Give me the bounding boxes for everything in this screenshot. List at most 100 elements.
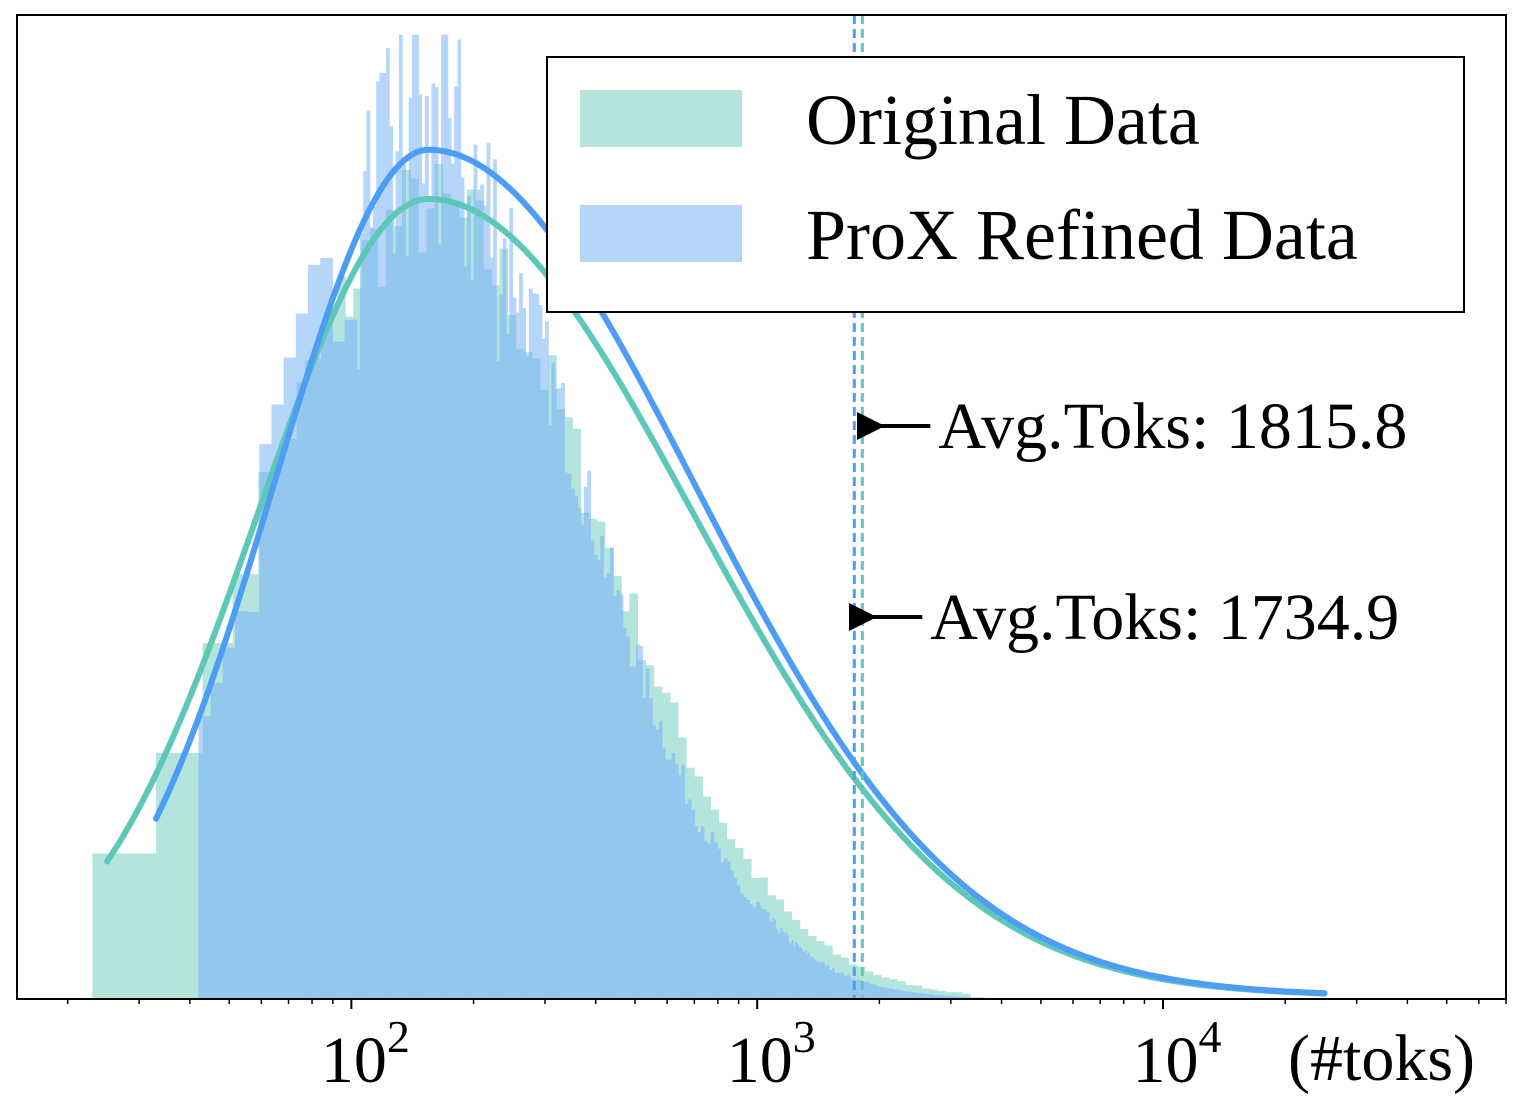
histogram-overlap bbox=[337, 341, 345, 999]
histogram-overlap bbox=[567, 473, 572, 999]
histogram-overlap bbox=[402, 169, 406, 999]
histogram-overlap bbox=[827, 965, 830, 999]
histogram-overlap bbox=[655, 729, 660, 999]
histogram-overlap bbox=[491, 285, 494, 999]
histogram-overlap bbox=[548, 425, 552, 999]
histogram-overlap bbox=[905, 991, 908, 999]
histogram-overlap bbox=[304, 360, 309, 999]
histogram-overlap bbox=[447, 193, 452, 999]
histogram-overlap bbox=[913, 992, 916, 999]
histogram-overlap bbox=[476, 200, 481, 999]
histogram-overlap bbox=[788, 942, 791, 999]
histogram-overlap bbox=[955, 996, 958, 999]
histogram-overlap bbox=[691, 809, 695, 999]
histogram-overlap bbox=[345, 319, 354, 1000]
histogram-overlap bbox=[258, 611, 260, 999]
histogram-overlap bbox=[480, 200, 484, 999]
histogram-overlap bbox=[545, 390, 549, 1000]
histogram-overlap bbox=[428, 208, 432, 999]
histogram-overlap bbox=[934, 995, 937, 999]
histogram-overlap bbox=[806, 953, 809, 999]
histogram-overlap bbox=[837, 972, 840, 999]
histogram-overlap bbox=[377, 287, 380, 999]
histogram-overlap bbox=[743, 896, 747, 999]
histogram-overlap bbox=[577, 508, 582, 999]
histogram-overlap bbox=[652, 725, 655, 999]
histogram-overlap bbox=[736, 884, 741, 999]
histogram-overlap bbox=[506, 334, 509, 1000]
histogram-overlap bbox=[941, 995, 944, 999]
histogram-overlap bbox=[872, 984, 875, 999]
legend-label-prox: ProX Refined Data bbox=[806, 195, 1358, 275]
histogram-overlap bbox=[946, 996, 949, 999]
histogram-overlap bbox=[866, 981, 869, 999]
histogram-overlap bbox=[222, 647, 234, 999]
histogram-overlap bbox=[558, 409, 562, 999]
histogram-overlap bbox=[312, 358, 321, 999]
histogram-overlap bbox=[717, 848, 720, 999]
histogram-overlap bbox=[915, 992, 918, 999]
histogram-overlap bbox=[234, 611, 248, 999]
histogram-overlap bbox=[515, 348, 520, 999]
histogram-overlap bbox=[632, 666, 637, 999]
histogram-overlap bbox=[795, 941, 798, 999]
histogram-overlap bbox=[746, 899, 750, 999]
histogram-overlap bbox=[884, 987, 887, 999]
histogram-overlap bbox=[525, 356, 530, 999]
histogram-bar-original bbox=[945, 992, 955, 999]
histogram-overlap bbox=[609, 548, 614, 999]
histogram-overlap bbox=[359, 288, 362, 1000]
histogram-bar-original bbox=[897, 981, 906, 999]
histogram-overlap bbox=[489, 268, 492, 999]
histogram-overlap bbox=[535, 358, 539, 999]
histogram-overlap bbox=[320, 358, 322, 999]
histogram-overlap bbox=[924, 993, 927, 999]
histogram-overlap bbox=[942, 995, 945, 999]
histogram-overlap bbox=[588, 518, 591, 999]
x-tick-label: 104 bbox=[1133, 1011, 1222, 1097]
histogram-overlap bbox=[830, 969, 833, 999]
histogram-overlap bbox=[707, 843, 711, 999]
histogram-bar-original bbox=[92, 853, 157, 999]
histogram-overlap bbox=[793, 947, 796, 999]
histogram-overlap bbox=[431, 208, 436, 999]
histogram-overlap bbox=[678, 775, 682, 999]
histogram-overlap bbox=[687, 799, 692, 999]
histogram-overlap bbox=[960, 996, 963, 999]
histogram-overlap bbox=[791, 939, 794, 999]
histogram-overlap bbox=[571, 488, 573, 999]
histogram-overlap bbox=[369, 228, 374, 999]
histogram-overlap bbox=[950, 996, 953, 999]
histogram-overlap bbox=[885, 988, 888, 999]
histogram-overlap bbox=[475, 200, 478, 999]
histogram-overlap bbox=[911, 992, 914, 999]
histogram-overlap bbox=[502, 248, 507, 1000]
histogram-overlap bbox=[803, 952, 806, 999]
avg-toks-label-upper: Avg.Toks: 1815.8 bbox=[938, 390, 1407, 463]
histogram-overlap bbox=[554, 389, 557, 999]
histogram-overlap bbox=[898, 990, 901, 999]
histogram-overlap bbox=[777, 933, 780, 999]
histogram-overlap bbox=[528, 352, 533, 999]
histogram-bar-original bbox=[913, 985, 923, 999]
histogram-overlap bbox=[210, 682, 224, 999]
histogram-overlap bbox=[801, 950, 804, 999]
histogram-overlap bbox=[954, 996, 957, 999]
histogram-overlap bbox=[395, 226, 400, 999]
histogram-overlap bbox=[772, 918, 775, 999]
histogram-overlap bbox=[804, 950, 807, 999]
histogram-overlap bbox=[845, 976, 848, 999]
histogram-overlap bbox=[843, 976, 846, 999]
histogram-overlap bbox=[868, 983, 871, 999]
histogram-overlap bbox=[551, 362, 556, 999]
histogram-overlap bbox=[848, 976, 851, 999]
histogram-bar-original bbox=[962, 993, 971, 999]
histogram-overlap bbox=[902, 990, 905, 999]
histogram-overlap bbox=[411, 178, 416, 999]
histogram-overlap bbox=[947, 995, 950, 999]
histogram-overlap bbox=[760, 908, 763, 999]
histogram-overlap bbox=[773, 919, 776, 999]
histogram-overlap bbox=[846, 974, 849, 999]
histogram-overlap bbox=[512, 314, 517, 999]
